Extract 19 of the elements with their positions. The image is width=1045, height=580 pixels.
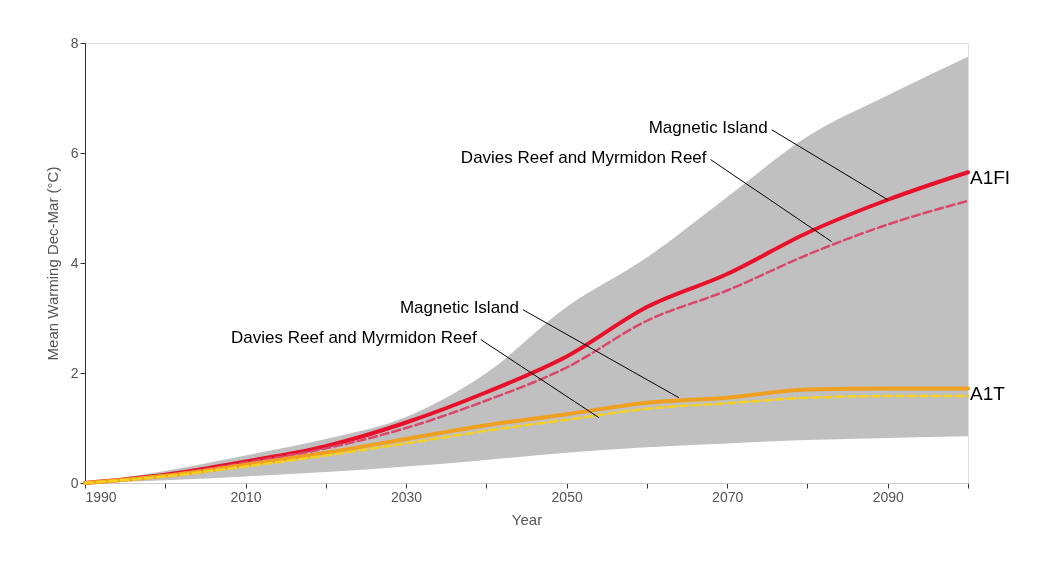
y-axis-title: Mean Warming Dec-Mar (°C)	[43, 166, 61, 361]
x-axis-title: Year	[511, 510, 543, 528]
x-tick-label: 2030	[391, 488, 423, 505]
y-tick-label: 8	[70, 34, 79, 51]
y-tick-label: 0	[70, 474, 79, 491]
y-tick-label: 2	[70, 364, 79, 381]
x-tick-label: 2010	[230, 488, 262, 505]
annotation: A1FI	[970, 167, 1011, 189]
x-tick-label: 2090	[872, 488, 905, 505]
x-tick-label: 2050	[551, 488, 583, 505]
annotation: Magnetic Island	[399, 297, 520, 317]
y-tick-label: 4	[70, 254, 79, 271]
y-tick-label: 6	[70, 144, 79, 161]
x-tick-label: 2070	[712, 488, 744, 505]
annotation: Davies Reef and Myrmidon Reef	[231, 327, 478, 347]
x-tick-label: 1990	[85, 488, 117, 505]
annotation: A1T	[970, 383, 1006, 405]
annotation: Magnetic Island	[648, 117, 768, 137]
annotation: Davies Reef and Myrmidon Reef	[460, 147, 707, 167]
